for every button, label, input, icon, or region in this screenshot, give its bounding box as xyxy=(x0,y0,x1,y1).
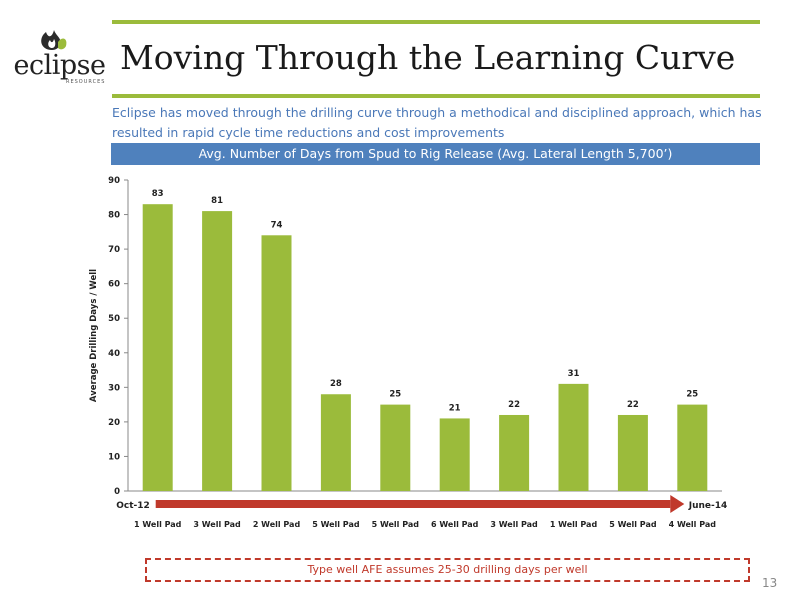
timeline-arrow-head-icon xyxy=(670,495,685,513)
x-category-label: 5 Well Pad xyxy=(609,520,657,529)
bar-data-label: 22 xyxy=(627,400,639,410)
x-category-label: 5 Well Pad xyxy=(372,520,420,529)
bar-data-label: 74 xyxy=(271,220,283,230)
x-category-label: 2 Well Pad xyxy=(253,520,301,529)
bar xyxy=(558,383,589,491)
bar-data-label: 28 xyxy=(330,379,342,389)
bar xyxy=(439,418,470,491)
bar-data-label: 83 xyxy=(152,189,164,199)
y-tick-label: 0 xyxy=(114,487,120,497)
y-tick-label: 40 xyxy=(108,349,120,359)
bar xyxy=(142,204,173,491)
bar-data-label: 25 xyxy=(389,390,401,400)
bar xyxy=(499,414,530,491)
afe-note-text: Type well AFE assumes 25-30 drilling day… xyxy=(307,563,588,576)
bar xyxy=(380,404,411,491)
y-tick-label: 10 xyxy=(108,452,120,462)
x-category-label: 6 Well Pad xyxy=(431,520,479,529)
page-subtitle: Eclipse has moved through the drilling c… xyxy=(112,105,762,140)
top-accent-rule xyxy=(112,20,760,24)
bar xyxy=(320,394,351,491)
y-axis-title: Average Drilling Days / Well xyxy=(89,269,99,402)
bar-data-label: 31 xyxy=(568,369,580,379)
y-tick-label: 80 xyxy=(108,211,120,221)
y-tick-label: 90 xyxy=(108,176,120,186)
bar xyxy=(677,404,708,491)
bar xyxy=(617,414,648,491)
x-category-label: 1 Well Pad xyxy=(550,520,598,529)
bar xyxy=(202,211,233,491)
timeline-start-label: Oct-12 xyxy=(116,501,150,511)
bar-data-label: 21 xyxy=(449,403,461,413)
page-title: Moving Through the Learning Curve xyxy=(120,38,736,77)
flame-logo-icon xyxy=(41,30,67,50)
bar-data-label: 81 xyxy=(211,196,223,206)
x-category-label: 5 Well Pad xyxy=(312,520,360,529)
timeline-arrow-shaft xyxy=(155,500,671,508)
page-number: 13 xyxy=(762,576,778,590)
y-tick-label: 60 xyxy=(108,280,120,290)
x-category-label: 3 Well Pad xyxy=(193,520,241,529)
bar xyxy=(261,235,292,491)
x-category-label: 1 Well Pad xyxy=(134,520,182,529)
logo-wordmark: eclipse xyxy=(13,50,107,81)
y-tick-label: 20 xyxy=(108,418,120,428)
chart-title-band: Avg. Number of Days from Spud to Rig Rel… xyxy=(111,143,760,165)
title-accent-rule xyxy=(112,94,760,98)
x-category-label: 4 Well Pad xyxy=(669,520,717,529)
y-tick-label: 70 xyxy=(108,245,120,255)
y-tick-label: 50 xyxy=(108,314,120,324)
x-category-label: 3 Well Pad xyxy=(490,520,538,529)
timeline-end-label: June-14 xyxy=(688,501,728,511)
y-tick-label: 30 xyxy=(108,383,120,393)
bar-data-label: 22 xyxy=(508,400,520,410)
logo-subtext: RESOURCES xyxy=(66,79,106,85)
bar-data-label: 25 xyxy=(686,390,698,400)
bar-chart: 0 10 20 30 40 50 60 70 80 90 Average Drilling Days… xyxy=(89,176,728,529)
afe-note-box: Type well AFE assumes 25-30 drilling day… xyxy=(145,558,750,582)
company-logo: eclipse RESOURCES xyxy=(12,24,107,86)
